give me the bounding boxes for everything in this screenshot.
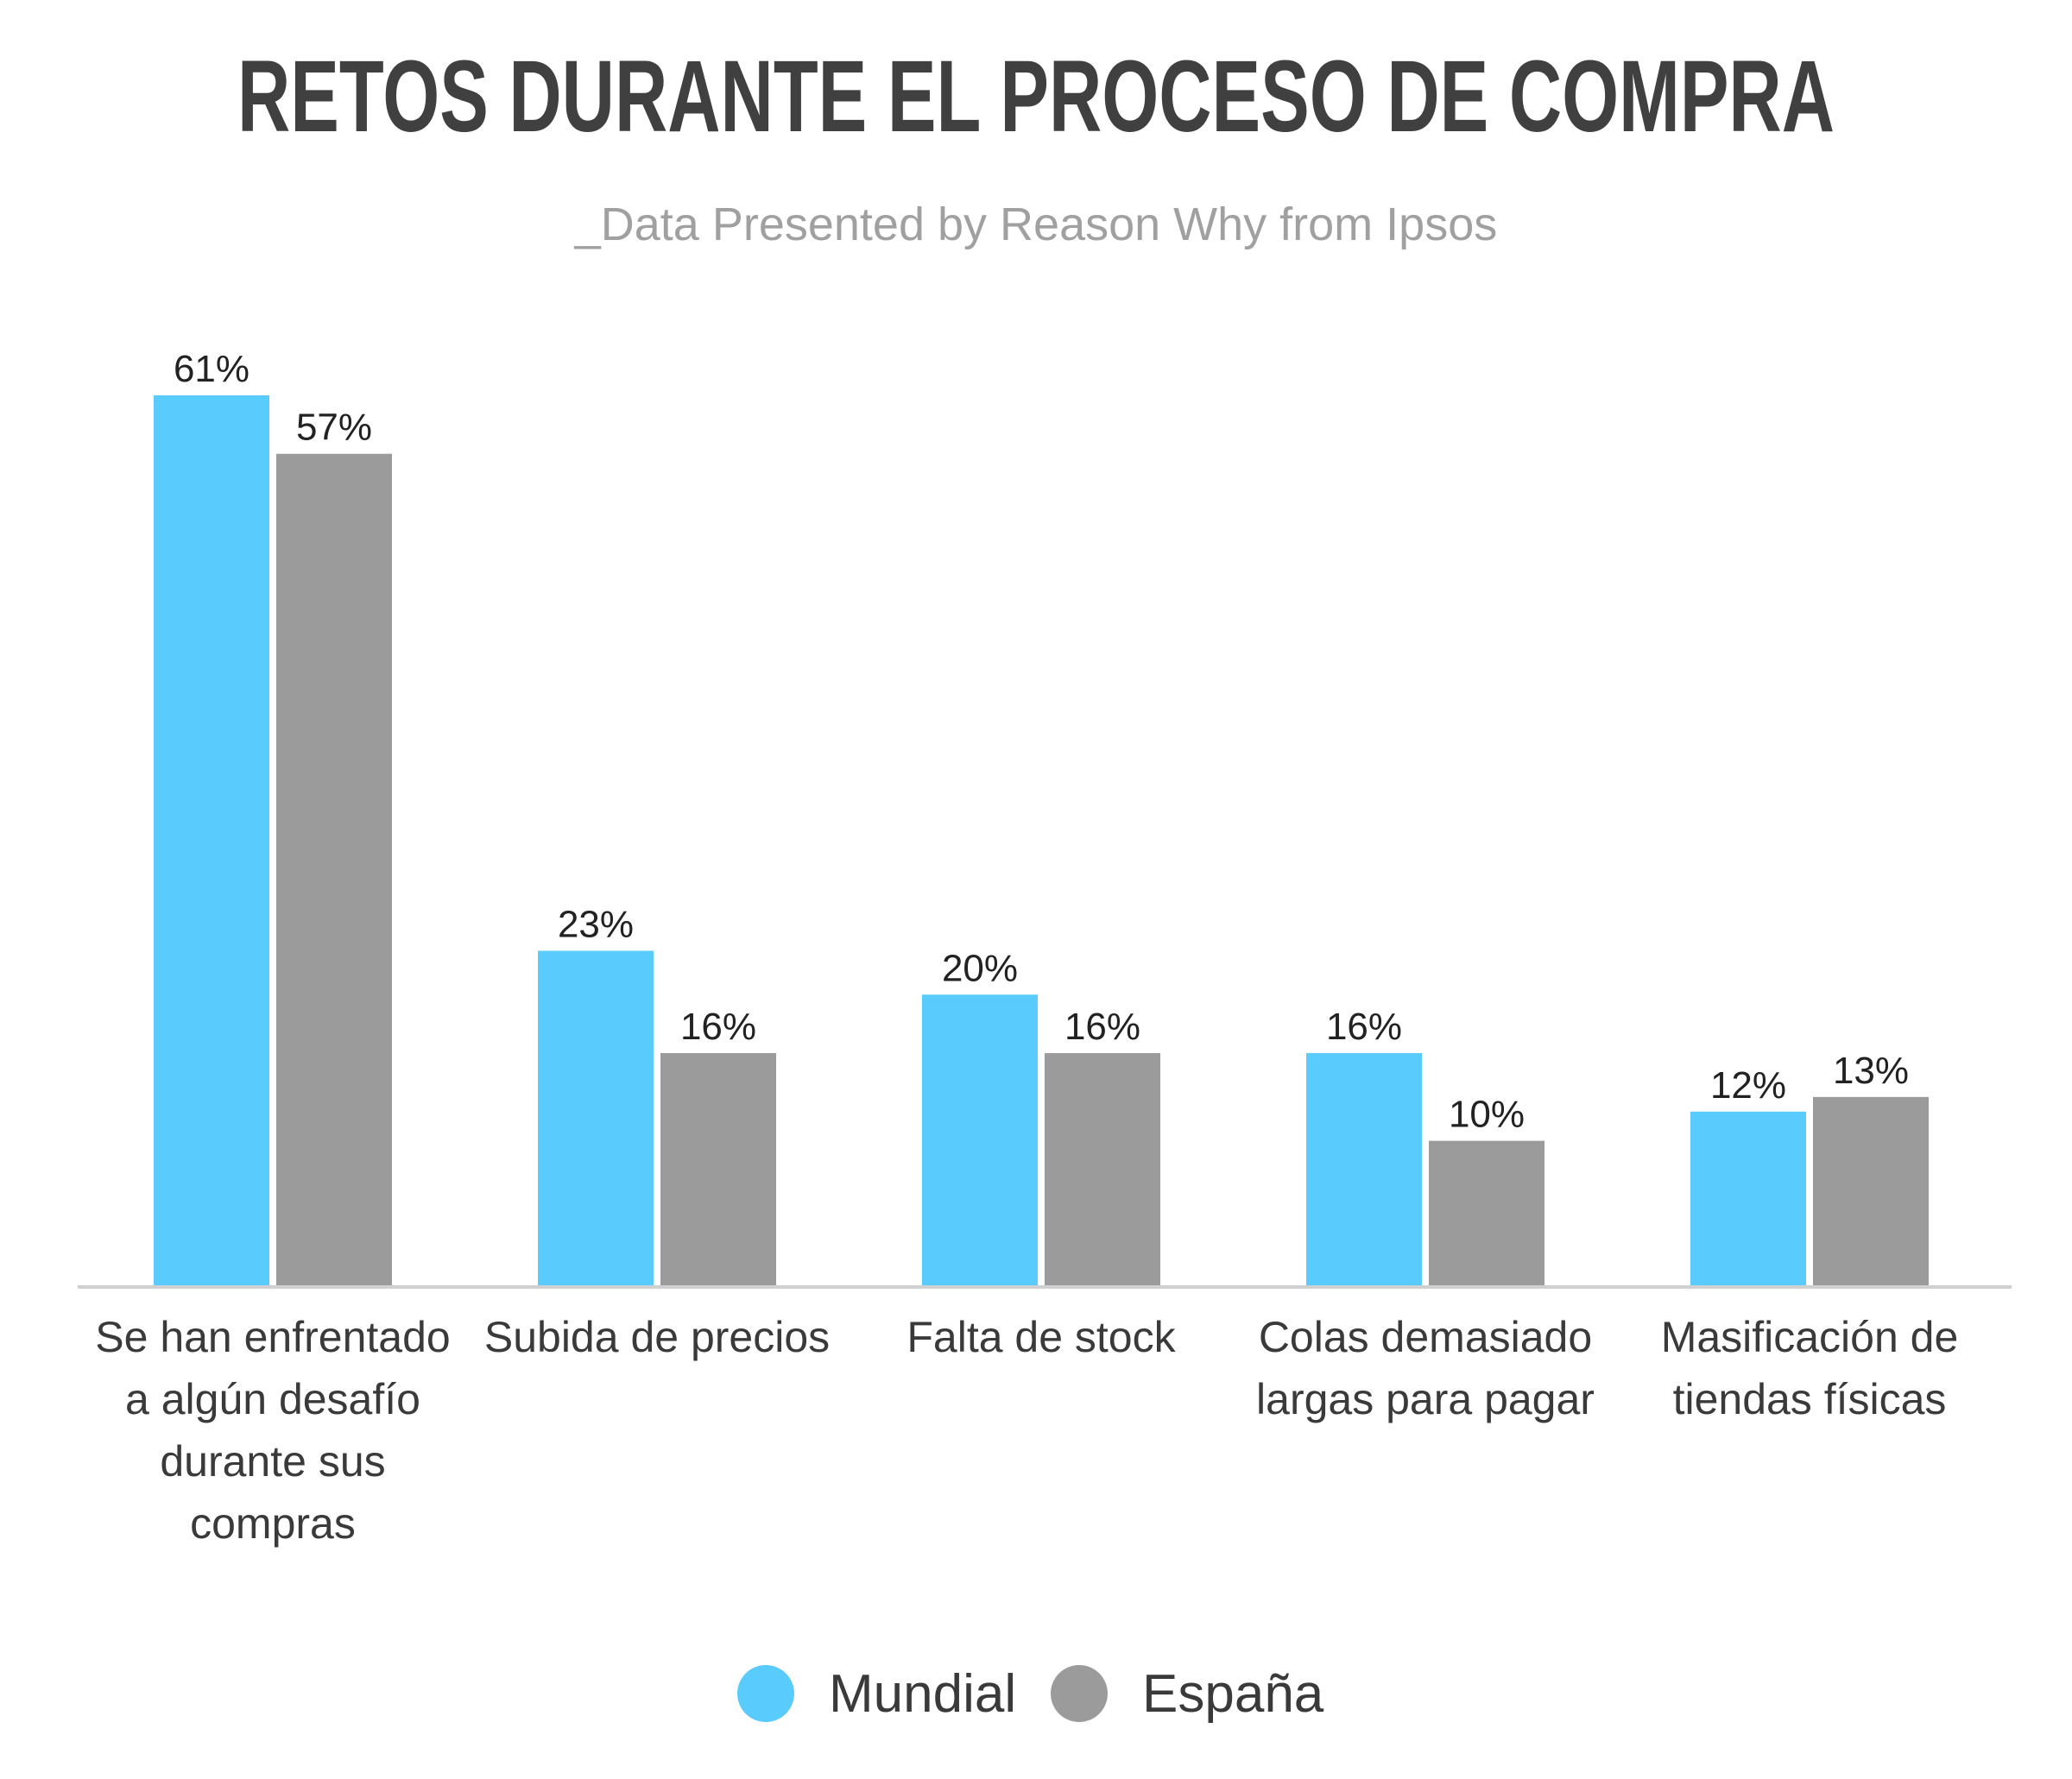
chart-title: RETOS DURANTE EL PROCESO DE COMPRA bbox=[237, 40, 1835, 154]
value-label-espana-4: 13% bbox=[1833, 1050, 1909, 1092]
bar-espana-1 bbox=[660, 1053, 776, 1287]
category-label-line: Se han enfrentado bbox=[95, 1313, 450, 1361]
bars-layer bbox=[154, 395, 1929, 1287]
value-label-mundial-2: 20% bbox=[942, 947, 1018, 989]
bar-espana-0 bbox=[276, 453, 392, 1287]
category-label-0: Se han enfrentado a algún desafío durante … bbox=[95, 1313, 450, 1548]
category-label-line: largas para pagar bbox=[1256, 1375, 1595, 1423]
legend-marker-mundial bbox=[737, 1665, 794, 1722]
bar-espana-2 bbox=[1045, 1053, 1160, 1287]
chart-subtitle: _Data Presented by Reason Why from Ipsos bbox=[574, 199, 1498, 250]
value-label-espana-3: 10% bbox=[1449, 1094, 1525, 1136]
category-label-line: tiendas físicas bbox=[1673, 1375, 1947, 1423]
category-label-line: Colas demasiado bbox=[1259, 1313, 1592, 1361]
value-label-espana-2: 16% bbox=[1064, 1006, 1140, 1048]
legend-marker-espana bbox=[1051, 1665, 1108, 1722]
bar-espana-3 bbox=[1429, 1140, 1545, 1287]
bar-mundial-0 bbox=[154, 395, 269, 1287]
category-label-line: compras bbox=[190, 1499, 356, 1548]
legend-label-mundial: Mundial bbox=[829, 1664, 1016, 1724]
bar-mundial-4 bbox=[1690, 1111, 1806, 1287]
category-label-line: Subida de precios bbox=[484, 1313, 830, 1361]
value-label-espana-0: 57% bbox=[296, 407, 372, 449]
category-label-1: Subida de precios bbox=[484, 1313, 830, 1361]
bar-mundial-1 bbox=[538, 950, 654, 1287]
category-label-2: Falta de stock bbox=[906, 1313, 1176, 1361]
category-label-line: a algún desafío bbox=[125, 1375, 420, 1423]
category-label-line: durante sus bbox=[160, 1437, 385, 1486]
value-label-mundial-1: 23% bbox=[558, 904, 634, 946]
bar-espana-4 bbox=[1813, 1096, 1929, 1287]
category-label-3: Colas demasiado largas para pagar bbox=[1256, 1313, 1595, 1423]
category-label-line: Masificación de bbox=[1661, 1313, 1959, 1361]
bar-mundial-3 bbox=[1306, 1053, 1422, 1287]
value-labels-layer: 61% 57% 23% 16% 20% 16% 16% 10% 12% 13% bbox=[174, 348, 1909, 1136]
value-label-mundial-4: 12% bbox=[1710, 1064, 1786, 1107]
legend: Mundial España bbox=[737, 1664, 1324, 1724]
value-label-mundial-0: 61% bbox=[174, 348, 250, 390]
category-label-4: Masificación de tiendas físicas bbox=[1661, 1313, 1959, 1423]
category-labels-layer: Se han enfrentado a algún desafío durante … bbox=[95, 1313, 1958, 1548]
value-label-mundial-3: 16% bbox=[1326, 1006, 1402, 1048]
legend-label-espana: España bbox=[1142, 1664, 1324, 1724]
category-label-line: Falta de stock bbox=[906, 1313, 1176, 1361]
bar-mundial-2 bbox=[922, 994, 1038, 1287]
value-label-espana-1: 16% bbox=[680, 1006, 756, 1048]
